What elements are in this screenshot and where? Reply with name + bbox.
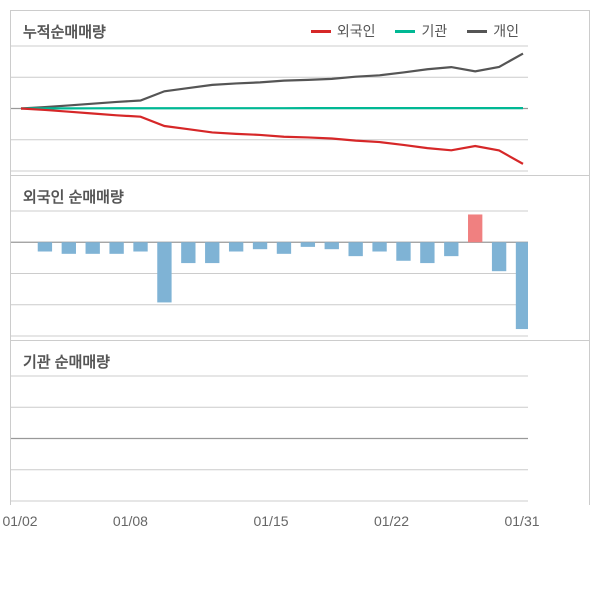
panel-title: 외국인 순매매량 [23, 186, 124, 207]
legend-item-individual: 개인 [467, 21, 519, 41]
legend-item-institution: 기관 [395, 21, 447, 41]
legend: 외국인 기관 개인 [311, 21, 519, 41]
legend-label: 기관 [421, 21, 447, 41]
legend-swatch [311, 30, 331, 33]
x-axis: 01/0201/0801/1501/2201/31 [10, 505, 527, 535]
x-tick-label: 01/02 [2, 513, 37, 529]
foreigner-net-trading-panel: 외국인 순매매량 -8,100-5,400-2,70002,700 [10, 175, 590, 340]
cumulative-net-trading-panel: 누적순매매량 외국인 기관 개인 -35,000-17,500017,50035… [10, 10, 590, 175]
legend-label: 개인 [493, 21, 519, 41]
legend-swatch [467, 30, 487, 33]
x-tick-label: 01/22 [374, 513, 409, 529]
y-axis: -5,400-2,70002,7005,400 [592, 341, 600, 505]
panel-title: 기관 순매매량 [23, 351, 110, 372]
legend-item-foreigner: 외국인 [311, 21, 376, 41]
legend-swatch [395, 30, 415, 33]
x-tick-label: 01/31 [504, 513, 539, 529]
panel-title: 누적순매매량 [23, 21, 106, 42]
x-tick-label: 01/08 [113, 513, 148, 529]
institution-net-trading-panel: 기관 순매매량 -5,400-2,70002,7005,400 [10, 340, 590, 505]
legend-label: 외국인 [337, 21, 376, 41]
y-axis: -8,100-5,400-2,70002,700 [592, 176, 600, 340]
y-axis: -35,000-17,500017,50035,000 [592, 11, 600, 175]
x-tick-label: 01/15 [253, 513, 288, 529]
